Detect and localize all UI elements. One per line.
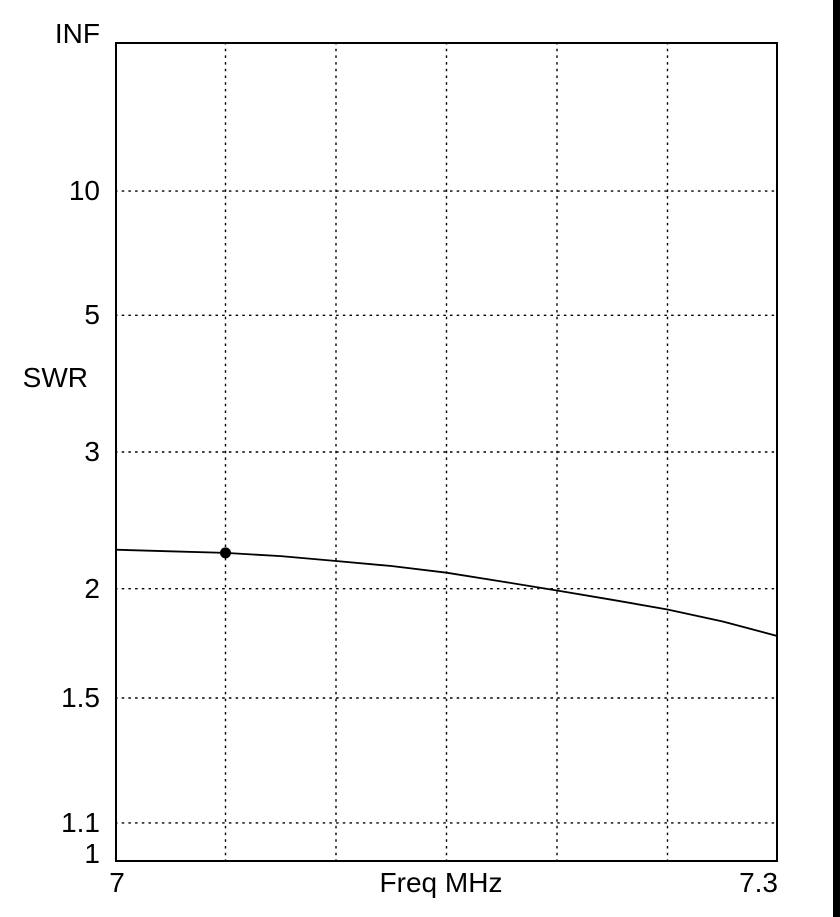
swr-plot-area [115, 42, 778, 862]
x-axis-title: Freq MHz [379, 867, 503, 898]
x-tick-label-max: 7.3 [739, 867, 778, 898]
y-tick-label: 5 [84, 299, 100, 330]
scan-artifact-right-edge [833, 0, 840, 917]
frequency-marker-dot [220, 547, 231, 559]
y-tick-label: 10 [68, 175, 100, 206]
y-tick-label: 3 [84, 436, 100, 467]
y-tick-label: 1.1 [61, 807, 100, 838]
y-tick-label: INF [54, 18, 100, 49]
y-tick-label: 1 [84, 838, 100, 869]
plot-frame [115, 42, 778, 862]
y-axis-title: SWR [22, 362, 88, 393]
x-tick-label-min: 7 [109, 867, 125, 898]
y-tick-label: 1.5 [61, 682, 100, 713]
y-tick-label: 2 [84, 573, 100, 604]
